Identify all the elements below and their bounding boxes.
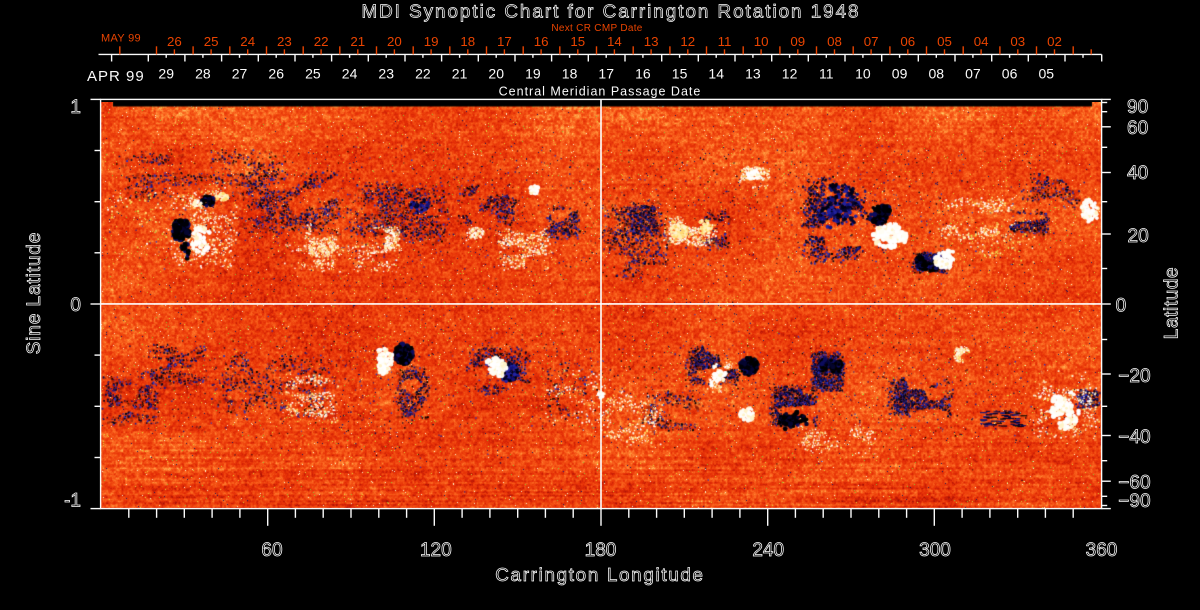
svg-text:11: 11 — [819, 66, 834, 82]
svg-text:29: 29 — [158, 66, 174, 82]
svg-text:180: 180 — [585, 540, 617, 561]
svg-text:90: 90 — [1127, 97, 1148, 118]
svg-text:15: 15 — [570, 34, 585, 49]
svg-text:−40: −40 — [1118, 427, 1150, 448]
svg-text:03: 03 — [1010, 34, 1025, 49]
svg-text:120: 120 — [420, 540, 452, 561]
svg-text:−20: −20 — [1118, 366, 1150, 387]
svg-text:-1: -1 — [64, 490, 81, 511]
svg-text:23: 23 — [378, 66, 394, 82]
svg-text:24: 24 — [342, 66, 358, 82]
svg-text:22: 22 — [415, 66, 431, 82]
svg-text:Next CR CMP Date: Next CR CMP Date — [551, 23, 642, 34]
svg-text:26: 26 — [167, 34, 182, 49]
svg-text:10: 10 — [855, 66, 871, 82]
svg-text:360: 360 — [1086, 540, 1118, 561]
svg-text:02: 02 — [1047, 34, 1062, 49]
svg-text:16: 16 — [635, 66, 651, 82]
svg-text:Latitude: Latitude — [1162, 267, 1183, 339]
svg-text:08: 08 — [929, 66, 945, 82]
svg-text:12: 12 — [680, 34, 695, 49]
svg-text:13: 13 — [745, 66, 761, 82]
svg-text:0: 0 — [1116, 296, 1127, 317]
svg-text:09: 09 — [892, 66, 908, 82]
svg-text:09: 09 — [790, 34, 805, 49]
svg-text:28: 28 — [195, 66, 211, 82]
svg-text:300: 300 — [919, 540, 951, 561]
svg-text:60: 60 — [261, 540, 282, 561]
svg-text:−90: −90 — [1118, 491, 1150, 512]
svg-text:14: 14 — [708, 66, 724, 82]
svg-text:20: 20 — [1128, 226, 1149, 247]
svg-text:13: 13 — [644, 34, 659, 49]
svg-text:16: 16 — [534, 34, 549, 49]
svg-text:24: 24 — [240, 34, 255, 49]
svg-text:Central Meridian Passage Date: Central Meridian Passage Date — [499, 85, 702, 99]
svg-text:APR 99: APR 99 — [87, 68, 145, 85]
svg-text:21: 21 — [452, 66, 468, 82]
svg-text:19: 19 — [424, 34, 439, 49]
svg-text:40: 40 — [1127, 163, 1148, 184]
svg-text:1: 1 — [70, 97, 81, 118]
svg-text:07: 07 — [965, 66, 981, 82]
svg-text:15: 15 — [672, 66, 688, 82]
svg-text:17: 17 — [598, 66, 614, 82]
svg-text:17: 17 — [497, 34, 512, 49]
svg-text:11: 11 — [718, 34, 732, 49]
svg-text:21: 21 — [350, 34, 365, 49]
svg-text:26: 26 — [268, 66, 284, 82]
svg-text:MDI Synoptic Chart for Carring: MDI Synoptic Chart for Carrington Rotati… — [361, 1, 860, 22]
svg-text:240: 240 — [752, 540, 784, 561]
svg-text:25: 25 — [204, 34, 219, 49]
svg-text:12: 12 — [782, 66, 798, 82]
svg-text:10: 10 — [754, 34, 769, 49]
svg-text:Sine Latitude: Sine Latitude — [24, 232, 45, 355]
svg-text:Carrington Longitude: Carrington Longitude — [495, 564, 704, 585]
svg-text:06: 06 — [900, 34, 915, 49]
svg-text:22: 22 — [314, 34, 329, 49]
svg-text:19: 19 — [525, 66, 541, 82]
svg-text:05: 05 — [937, 34, 952, 49]
svg-text:14: 14 — [607, 34, 622, 49]
svg-text:MAY 99: MAY 99 — [101, 33, 141, 45]
svg-text:60: 60 — [1127, 118, 1148, 139]
svg-text:05: 05 — [1039, 66, 1055, 82]
svg-text:27: 27 — [232, 66, 248, 82]
svg-text:−60: −60 — [1118, 473, 1150, 494]
svg-text:25: 25 — [305, 66, 321, 82]
svg-text:0: 0 — [70, 295, 81, 316]
svg-text:18: 18 — [460, 34, 475, 49]
svg-text:18: 18 — [562, 66, 578, 82]
svg-text:07: 07 — [864, 34, 879, 49]
svg-text:20: 20 — [387, 34, 402, 49]
svg-text:04: 04 — [974, 34, 989, 49]
svg-text:08: 08 — [827, 34, 842, 49]
svg-text:23: 23 — [277, 34, 292, 49]
svg-text:06: 06 — [1002, 66, 1018, 82]
svg-text:20: 20 — [488, 66, 504, 82]
